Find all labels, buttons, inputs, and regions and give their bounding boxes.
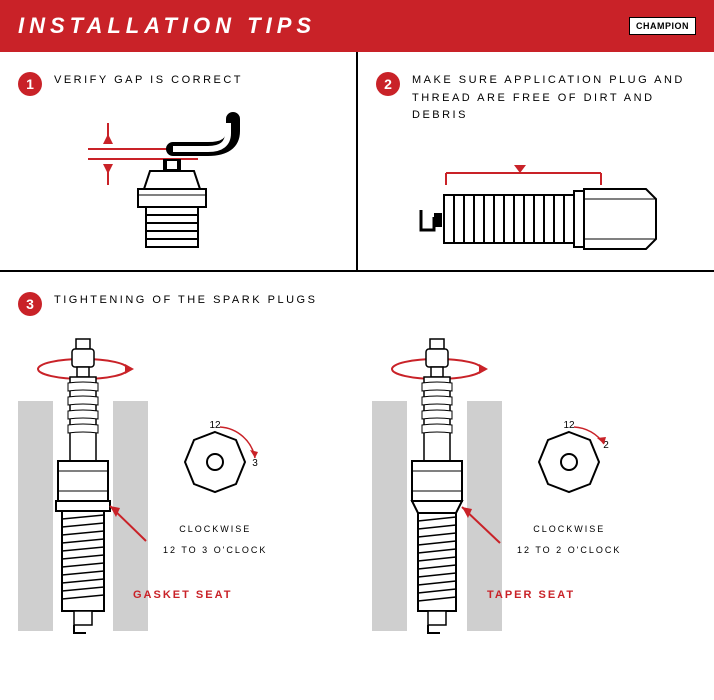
step-2-header: 2 MAKE SURE APPLICATION PLUG AND THREAD … [376,72,696,125]
step-1-panel: 1 VERIFY GAP IS CORRECT [0,52,358,270]
step-2-badge: 2 [376,72,400,96]
step-1-header: 1 VERIFY GAP IS CORRECT [18,72,338,96]
step-3-panel: 3 TIGHTENING OF THE SPARK PLUGS [0,272,714,666]
clock-12-label: 12 [564,420,576,431]
step-3-header: 3 TIGHTENING OF THE SPARK PLUGS [18,292,696,316]
header-bar: INSTALLATION TIPS CHAMPION [0,0,714,52]
step-1-text: VERIFY GAP IS CORRECT [54,72,243,90]
brand-logo: CHAMPION [629,17,696,35]
step-2-illustration [376,140,696,280]
gasket-clock-text2: 12 TO 3 O'CLOCK [163,544,267,558]
taper-clock: 12 2 CLOCKWISE 12 TO 2 O'CLOCK [517,420,621,558]
taper-seat-label: TAPER SEAT [487,589,575,601]
clock-12-label: 12 [210,420,222,431]
gasket-plug-illustration [18,331,148,646]
thread-diagram-icon [386,155,686,265]
step-3-badge: 3 [18,292,42,316]
step-2-panel: 2 MAKE SURE APPLICATION PLUG AND THREAD … [358,52,714,270]
taper-plug-illustration [372,331,502,646]
gasket-clock-text1: CLOCKWISE [163,523,267,537]
taper-clock-text1: CLOCKWISE [517,523,621,537]
page-title: INSTALLATION TIPS [18,13,316,39]
step-1-badge: 1 [18,72,42,96]
gasket-plug-icon [18,331,148,641]
gasket-plug-column: 12 3 CLOCKWISE 12 TO 3 O'CLOCK GASKET SE… [18,331,342,646]
taper-clock-icon: 12 2 [524,420,614,510]
taper-clock-text2: 12 TO 2 O'CLOCK [517,544,621,558]
taper-plug-column: 12 2 CLOCKWISE 12 TO 2 O'CLOCK TAPER SEA… [372,331,696,646]
clock-3-label: 3 [252,458,258,469]
top-row: 1 VERIFY GAP IS CORRECT [0,52,714,272]
taper-plug-icon [372,331,502,641]
plugs-row: 12 3 CLOCKWISE 12 TO 3 O'CLOCK GASKET SE… [18,331,696,646]
gap-diagram-icon [68,111,288,251]
step-2-text: MAKE SURE APPLICATION PLUG AND THREAD AR… [412,72,696,125]
gasket-clock-icon: 12 3 [170,420,260,510]
gasket-clock: 12 3 CLOCKWISE 12 TO 3 O'CLOCK [163,420,267,558]
step-1-illustration [18,111,338,251]
gasket-seat-label: GASKET SEAT [133,589,232,601]
step-3-text: TIGHTENING OF THE SPARK PLUGS [54,292,317,310]
